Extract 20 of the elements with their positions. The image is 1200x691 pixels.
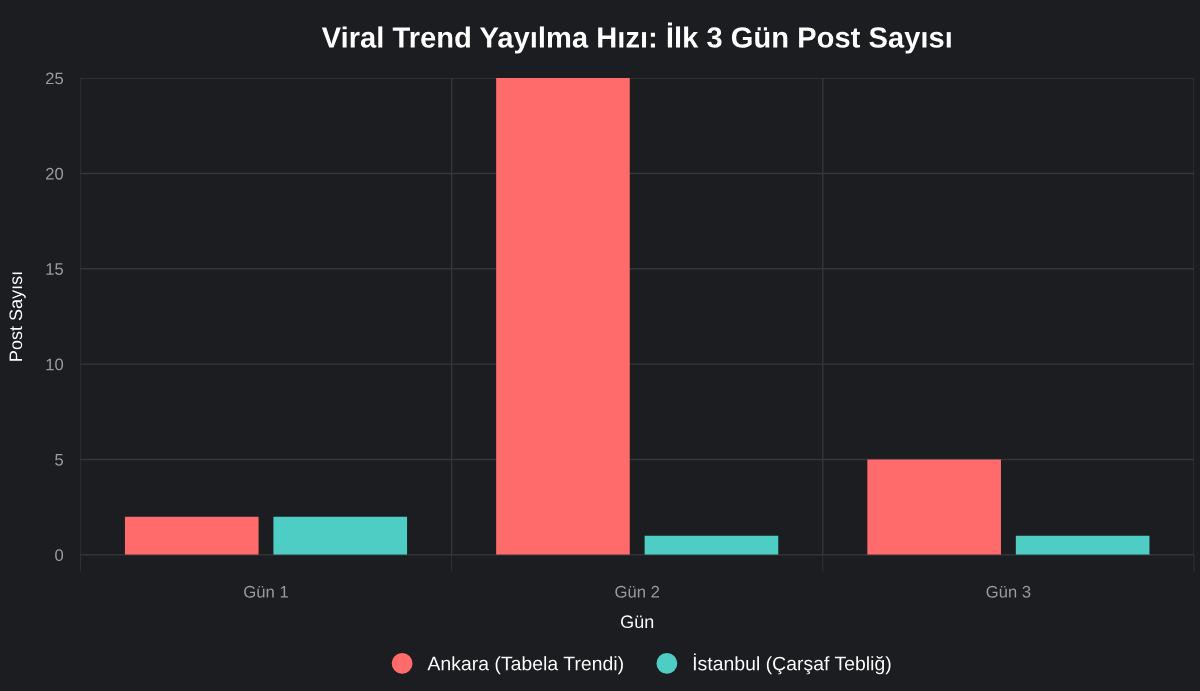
y-tick-label: 5 — [55, 454, 64, 466]
chart-title: Viral Trend Yayılma Hızı: İlk 3 Gün Post Sayısı — [321, 22, 951, 54]
legend-label: Ankara (Tabela Trendi) — [427, 656, 623, 675]
x-tick-label: Gün 3 — [986, 585, 1031, 598]
y-tick-label: 15 — [46, 263, 64, 275]
bar — [867, 459, 1001, 555]
bar — [496, 78, 630, 555]
y-axis-title: Post Sayısı — [9, 272, 26, 361]
y-tick-label: 20 — [46, 167, 64, 180]
y-tick-label: 0 — [55, 549, 64, 562]
y-tick-label: 25 — [46, 72, 64, 85]
x-tick-label: Gün 2 — [615, 585, 660, 598]
x-axis-title: Gün — [621, 615, 654, 629]
y-tick-label: 10 — [46, 358, 64, 371]
bar — [273, 516, 408, 555]
legend-label: İstanbul (Çarşaf Tebliğ) — [693, 653, 891, 675]
bar — [1015, 535, 1150, 555]
bar — [644, 535, 779, 555]
x-tick-label: Gün 1 — [244, 585, 288, 598]
bar — [124, 516, 259, 555]
